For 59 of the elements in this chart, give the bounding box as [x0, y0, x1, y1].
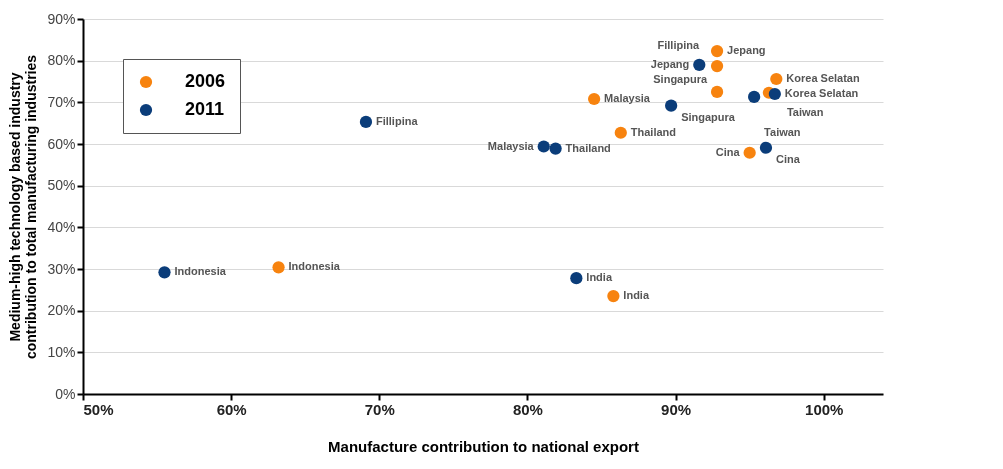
point	[272, 261, 285, 274]
legend-label: 2011	[185, 99, 225, 119]
point	[359, 115, 373, 129]
point	[743, 146, 756, 159]
point	[537, 140, 550, 153]
point	[607, 289, 620, 303]
point	[587, 92, 601, 106]
x-tick-label: 60%	[216, 400, 247, 418]
annotation: Singapura	[653, 72, 708, 85]
y-tick-label: 80%	[47, 52, 76, 69]
y-tick-label: 10%	[47, 343, 76, 360]
y-tick-label: 60%	[47, 135, 76, 152]
x-tick-label: 80%	[512, 400, 543, 418]
annotation: Thailand	[565, 141, 611, 154]
point	[710, 59, 724, 73]
annotation: Fillipina	[375, 114, 419, 127]
annotation: Indonesia	[288, 260, 341, 273]
annotation: Korea Selatan	[786, 72, 860, 84]
x-tick-label: 100%	[805, 400, 844, 418]
point	[665, 99, 678, 112]
y-tick-label: 40%	[47, 218, 76, 235]
y-tick-label: 90%	[47, 10, 76, 27]
annotation: Jepang	[727, 44, 766, 57]
legend-label: 2006	[185, 71, 226, 91]
annotation: Jepang	[650, 57, 690, 70]
annotation: Thailand	[630, 125, 677, 138]
point	[570, 272, 583, 285]
annotation: Malaysia	[487, 139, 535, 152]
point	[759, 141, 773, 154]
point	[710, 85, 724, 99]
y-tick-label: 70%	[47, 93, 76, 110]
annotation: Malaysia	[604, 92, 651, 104]
y-tick-label: 20%	[47, 302, 76, 319]
y-tick-label: 50%	[47, 177, 76, 194]
annotation: Korea Selatan	[784, 87, 859, 99]
y-tick-label: 0%	[55, 385, 76, 402]
point	[549, 142, 562, 155]
annotation: India	[623, 289, 650, 302]
point	[614, 126, 627, 139]
annotation: Fillipina	[657, 39, 700, 52]
point	[158, 266, 171, 279]
annotation: Singapura	[681, 110, 736, 123]
annotation: Taiwan	[764, 125, 801, 138]
point	[768, 87, 781, 101]
point	[747, 90, 761, 104]
point	[693, 58, 706, 71]
x-tick-label: 70%	[364, 400, 395, 418]
point	[710, 44, 724, 58]
x-tick-label: 50%	[83, 400, 114, 418]
annotation: India	[586, 271, 613, 284]
annotation: Taiwan	[786, 105, 824, 118]
point	[770, 72, 783, 86]
y-axis-title: Medium-high technology based industry contribution to total manufacturing industries	[7, 54, 40, 360]
x-tick-label: 90%	[661, 400, 692, 418]
y-tick-label: 30%	[47, 260, 76, 277]
annotation: Cina	[715, 145, 741, 158]
annotation: Indonesia	[174, 265, 227, 278]
annotation: Cina	[775, 152, 801, 165]
x-axis-title: Manufacture contribution to national export	[328, 437, 639, 455]
